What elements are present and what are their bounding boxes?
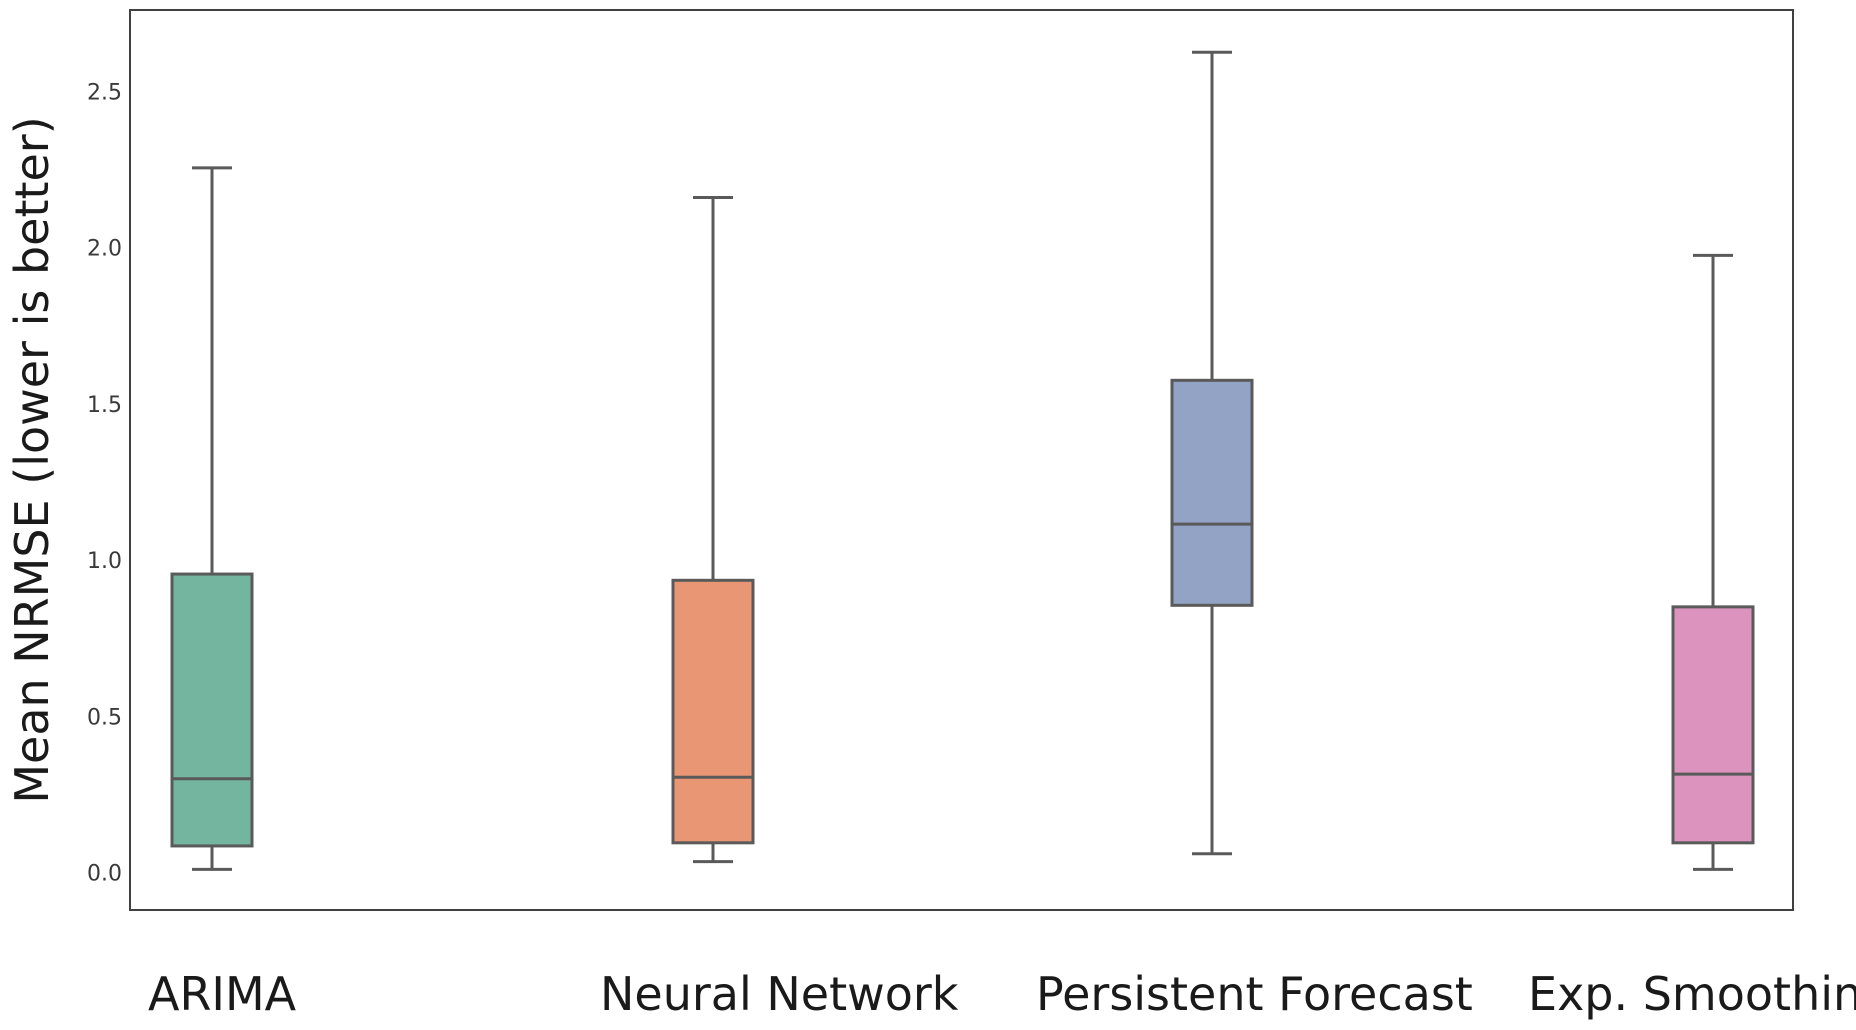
box-series-group <box>170 50 1755 871</box>
y-tick-label: 1.0 <box>87 549 122 574</box>
y-tick-label: 2.0 <box>87 237 122 262</box>
iqr-box <box>671 578 755 845</box>
box-exp-smoothing <box>1671 253 1755 871</box>
iqr-box <box>1170 378 1254 607</box>
y-tick-label: 0.5 <box>87 705 122 730</box>
category-label: ARIMA <box>148 967 297 1021</box>
y-tick-label: 0.0 <box>87 862 122 887</box>
y-tick-label: 1.5 <box>87 393 122 418</box>
iqr-box <box>1671 605 1755 845</box>
category-label: Exp. Smoothing <box>1528 967 1856 1021</box>
category-label: Persistent Forecast <box>1036 967 1473 1021</box>
y-tick-label: 2.5 <box>87 80 122 105</box>
box-neural-network <box>671 196 755 864</box>
category-label: Neural Network <box>600 967 959 1021</box>
category-labels: ARIMA Neural Network Persistent Forecast Ex… <box>148 967 1856 1021</box>
iqr-box <box>170 572 254 848</box>
plot-area-frame <box>129 9 1794 911</box>
box-persistent-forecast <box>1170 50 1254 856</box>
y-axis-title: Mean NRMSE (lower is better) <box>5 116 59 803</box>
y-axis-ticks: 0.0 0.5 1.0 1.5 2.0 2.5 <box>87 80 122 886</box>
box-arima <box>170 166 254 871</box>
